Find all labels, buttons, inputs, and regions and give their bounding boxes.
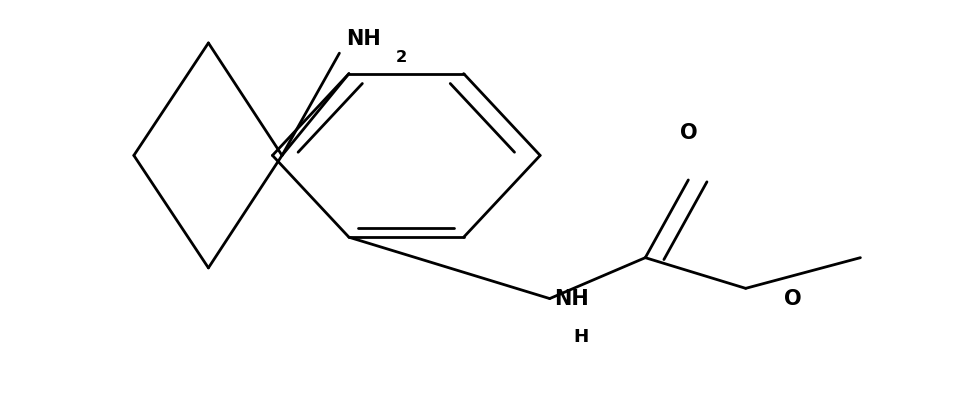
Text: NH: NH xyxy=(346,29,380,49)
Text: H: H xyxy=(574,328,589,346)
Text: O: O xyxy=(680,123,697,143)
Text: NH: NH xyxy=(554,289,589,308)
Text: O: O xyxy=(784,289,801,308)
Text: 2: 2 xyxy=(396,50,407,65)
